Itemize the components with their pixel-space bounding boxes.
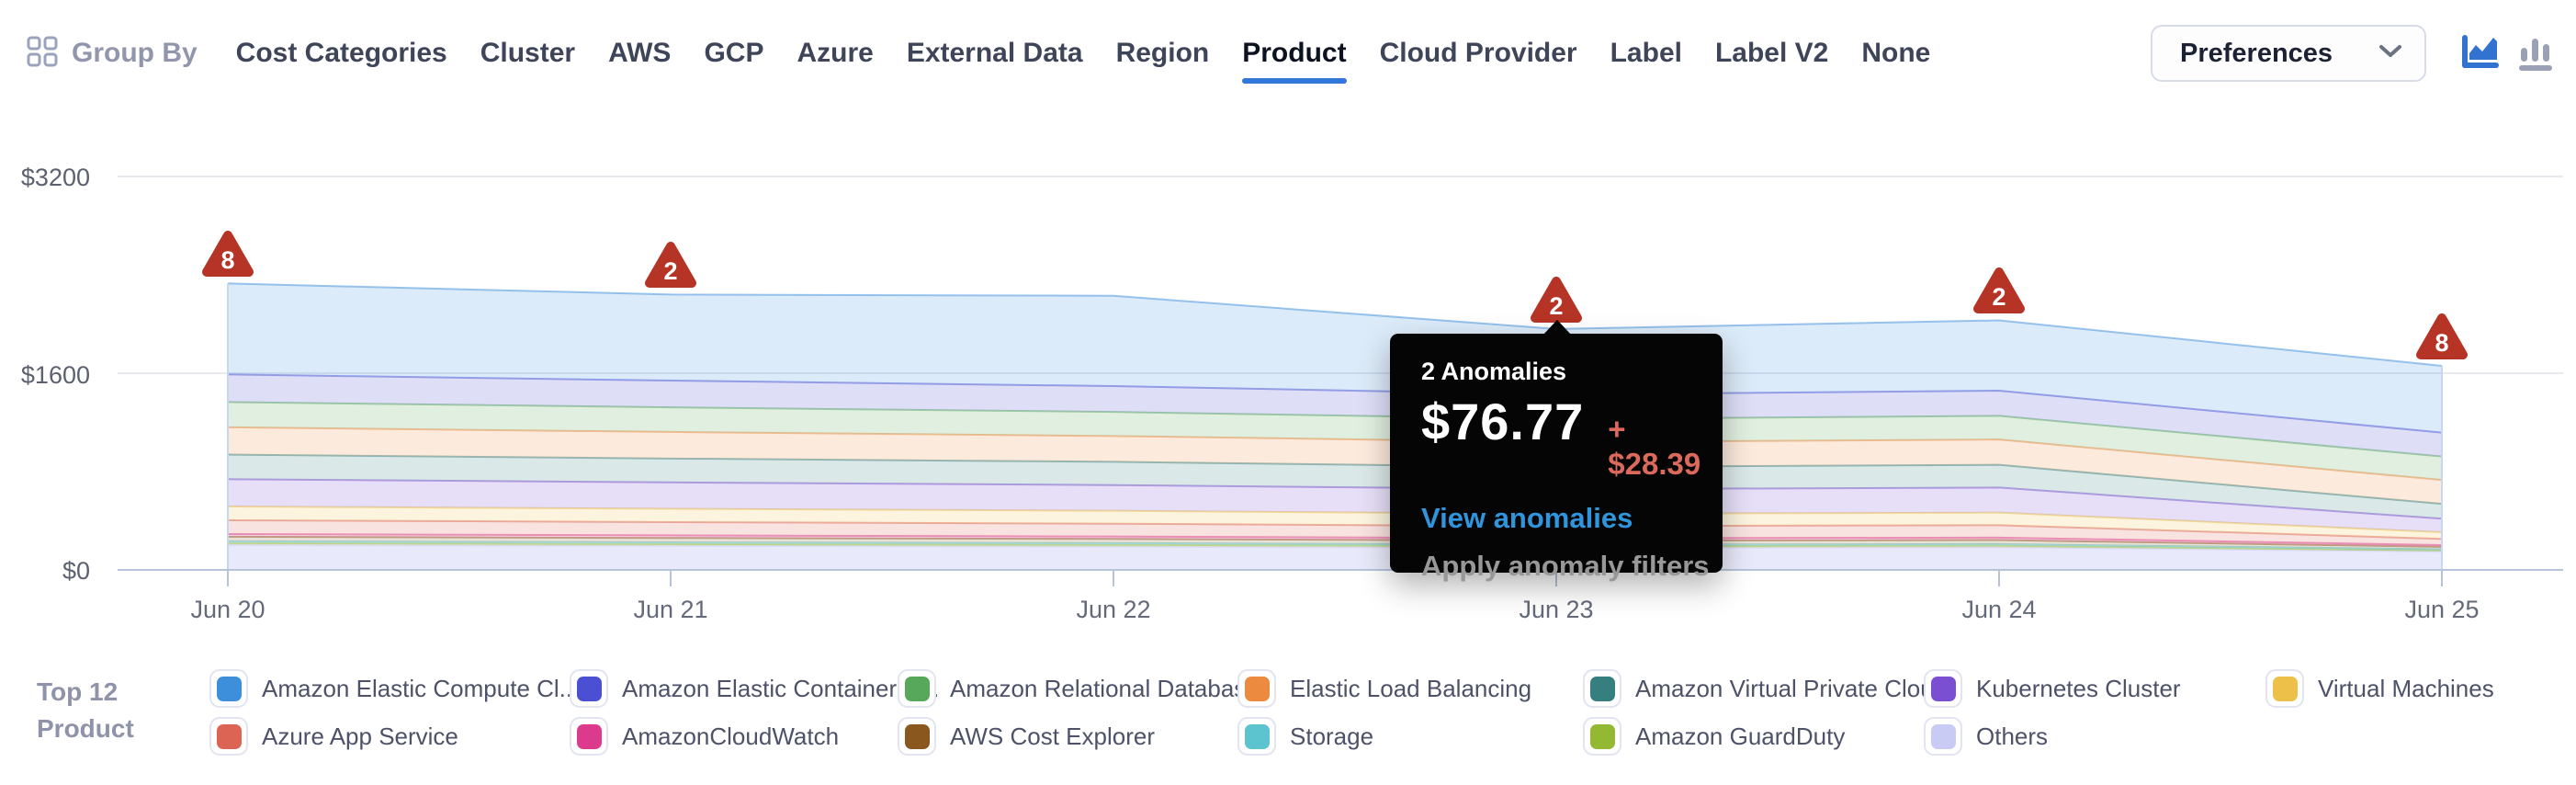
x-axis-tick-jun20: Jun 20 [190, 596, 266, 623]
header-bar: Group By Cost Categories Cluster AWS GCP Azu… [0, 0, 2576, 101]
legend-swatch [1583, 717, 1621, 756]
legend-title: Top 12 Product [37, 674, 134, 747]
legend-item-amazon-elastic-compute-cl[interactable]: Amazon Elastic Compute Cl... [209, 668, 579, 709]
legend-label: Elastic Load Balancing [1290, 674, 1532, 702]
anomaly-tooltip: 2 Anomalies $76.77 + $28.39 View anomali… [1390, 320, 1723, 582]
anomaly-marker-jun-21[interactable]: 2 [643, 241, 698, 290]
legend-item-amazon-virtual-private-cloud[interactable]: Amazon Virtual Private Cloud [1583, 668, 1947, 709]
legend-item-others[interactable]: Others [1924, 716, 2048, 757]
y-axis-tick-3200: $3200 [20, 164, 90, 191]
legend-swatch [1924, 669, 1962, 708]
tooltip-anomaly-count: 2 Anomalies [1421, 358, 1567, 385]
tooltip-cost-value: $76.77 [1421, 392, 1585, 450]
legend-item-azure-app-service[interactable]: Azure App Service [209, 716, 458, 757]
nav-item-region[interactable]: Region [1115, 38, 1210, 68]
view-anomalies-link[interactable]: View anomalies [1421, 502, 1633, 534]
legend-label: Amazon GuardDuty [1635, 722, 1846, 750]
legend-item-aws-cost-explorer[interactable]: AWS Cost Explorer [898, 716, 1155, 757]
legend-swatch [1237, 717, 1276, 756]
legend-swatch [2265, 669, 2304, 708]
legend-item-storage[interactable]: Storage [1237, 716, 1373, 757]
nav-item-aws[interactable]: AWS [608, 38, 672, 68]
legend-swatch [1237, 669, 1276, 708]
nav-item-cloud-provider[interactable]: Cloud Provider [1379, 38, 1577, 68]
x-axis-tick-jun23: Jun 23 [1519, 596, 1594, 623]
anomaly-marker-jun-20[interactable]: 8 [200, 230, 255, 279]
apply-anomaly-filters-link[interactable]: Apply anomaly filters [1421, 550, 1710, 582]
legend-label: Amazon Elastic Compute Cl... [262, 674, 580, 702]
legend-swatch [1583, 669, 1621, 708]
legend-label: AWS Cost Explorer [950, 722, 1155, 750]
preferences-dropdown[interactable]: Preferences [2151, 25, 2426, 82]
group-by-nav: Group By Cost Categories Cluster AWS GCP Azu… [26, 31, 1931, 84]
legend-title-line2: Product [37, 714, 134, 743]
tooltip-caret [1542, 320, 1572, 336]
anomaly-marker-jun-23[interactable]: 2 [1529, 276, 1584, 325]
legend-label: Amazon Relational Databas... [950, 674, 1266, 702]
legend-swatch [209, 717, 248, 756]
group-by-label: Group By [72, 38, 198, 68]
nav-item-azure[interactable]: Azure [797, 38, 874, 68]
y-axis-tick-0: $0 [62, 557, 90, 585]
legend-item-virtual-machines[interactable]: Virtual Machines [2265, 668, 2494, 709]
preferences-label: Preferences [2180, 38, 2333, 68]
legend-title-line1: Top 12 [37, 677, 119, 706]
tooltip-cost-delta: + $28.39 [1608, 412, 1701, 481]
svg-text:8: 8 [220, 246, 234, 274]
area-chart-icon[interactable] [2458, 29, 2501, 76]
chevron-down-icon [2378, 44, 2402, 63]
nav-item-cost-categories[interactable]: Cost Categories [235, 38, 447, 68]
legend-label: Kubernetes Cluster [1976, 674, 2181, 702]
y-axis-tick-1600: $1600 [20, 361, 90, 389]
svg-text:2: 2 [663, 257, 677, 285]
legend-item-amazon-relational-databas[interactable]: Amazon Relational Databas... [898, 668, 1266, 709]
chart-type-switcher [2458, 29, 2554, 76]
legend-label: Amazon Virtual Private Cloud [1635, 674, 1948, 702]
x-axis-tick-jun25: Jun 25 [2404, 596, 2480, 623]
legend-swatch [898, 669, 936, 708]
legend-label: Azure App Service [262, 722, 458, 750]
legend-label: Amazon Elastic Container S... [622, 674, 940, 702]
legend-swatch [1924, 717, 1962, 756]
nav-item-label[interactable]: Label [1610, 38, 1682, 68]
legend-swatch [570, 717, 608, 756]
legend-label: AmazonCloudWatch [622, 722, 840, 750]
x-axis-tick-jun22: Jun 22 [1076, 596, 1151, 623]
nav-item-gcp[interactable]: GCP [704, 38, 764, 68]
legend-label: Storage [1290, 722, 1374, 750]
legend-label: Others [1976, 722, 2049, 750]
x-axis-tick-jun21: Jun 21 [633, 596, 708, 623]
legend-item-amazoncloudwatch[interactable]: AmazonCloudWatch [570, 716, 839, 757]
nav-item-product[interactable]: Product [1242, 38, 1347, 84]
x-axis-tick-jun24: Jun 24 [1961, 596, 2037, 623]
legend-swatch [898, 717, 936, 756]
bar-chart-icon[interactable] [2517, 31, 2554, 76]
legend-item-kubernetes-cluster[interactable]: Kubernetes Cluster [1924, 668, 2181, 709]
legend-swatch [209, 669, 248, 708]
legend-item-amazon-elastic-container-s[interactable]: Amazon Elastic Container S... [570, 668, 939, 709]
legend-item-amazon-guardduty[interactable]: Amazon GuardDuty [1583, 716, 1845, 757]
legend-swatch [570, 669, 608, 708]
svg-text:8: 8 [2435, 329, 2448, 357]
legend-item-elastic-load-balancing[interactable]: Elastic Load Balancing [1237, 668, 1531, 709]
nav-item-cluster[interactable]: Cluster [480, 38, 576, 68]
nav-item-label-v2[interactable]: Label V2 [1714, 38, 1829, 68]
grid-icon [26, 35, 59, 73]
group-by: Group By [26, 35, 198, 73]
legend-label: Virtual Machines [2318, 674, 2494, 702]
anomaly-marker-jun-25[interactable]: 8 [2414, 313, 2469, 362]
svg-text:2: 2 [1549, 292, 1563, 320]
nav-item-external-data[interactable]: External Data [906, 38, 1083, 68]
svg-text:2: 2 [1992, 283, 2005, 311]
anomaly-marker-jun-24[interactable]: 2 [1972, 267, 2027, 316]
nav-item-none[interactable]: None [1861, 38, 1931, 68]
